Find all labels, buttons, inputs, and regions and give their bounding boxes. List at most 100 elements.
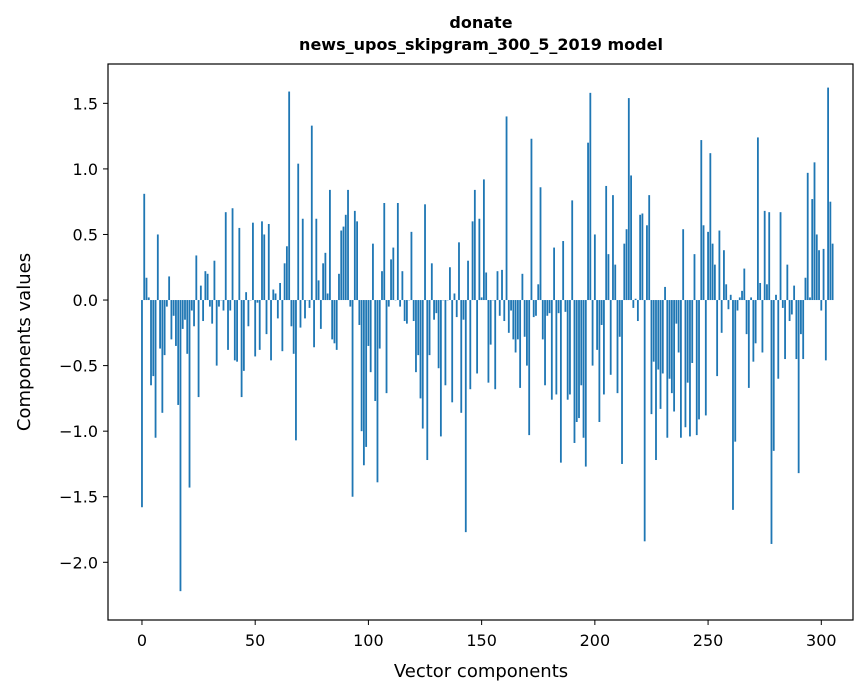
bar-227 (655, 300, 657, 461)
bar-229 (659, 300, 662, 409)
bar-79 (319, 300, 322, 329)
bar-129 (433, 300, 435, 320)
bar-256 (720, 300, 723, 333)
bar-0 (141, 300, 143, 508)
y-tick-label-6: 1.0 (73, 160, 98, 179)
bar-15 (175, 300, 177, 346)
bar-19 (184, 300, 186, 320)
bar-183 (555, 300, 558, 395)
bar-58 (272, 289, 275, 301)
bar-102 (372, 243, 374, 301)
bar-49 (252, 222, 254, 301)
bar-152 (485, 272, 488, 301)
bar-68 (295, 300, 297, 441)
bar-140 (458, 242, 460, 301)
bar-195 (582, 300, 585, 438)
bar-305 (831, 243, 834, 301)
bar-277 (768, 212, 771, 301)
bar-64 (285, 246, 288, 301)
bar-302 (824, 300, 827, 361)
bar-206 (607, 254, 610, 301)
bar-266 (743, 268, 746, 301)
bar-97 (360, 300, 363, 432)
bar-63 (283, 263, 286, 301)
bar-184 (557, 300, 560, 314)
bar-1 (143, 193, 146, 301)
bar-132 (439, 300, 442, 437)
bar-30 (208, 300, 211, 307)
bar-268 (747, 300, 750, 388)
bar-85 (333, 300, 336, 344)
bar-47 (247, 300, 250, 327)
bar-263 (736, 300, 739, 311)
bar-242 (689, 300, 691, 437)
bar-144 (467, 260, 469, 301)
bar-72 (304, 300, 306, 319)
bar-254 (716, 300, 719, 377)
bar-275 (763, 210, 766, 301)
bar-52 (258, 300, 261, 350)
bar-293 (804, 277, 807, 301)
bar-294 (806, 172, 809, 301)
bar-111 (392, 247, 395, 301)
bar-71 (301, 218, 304, 301)
bar-228 (657, 300, 660, 370)
bar-122 (417, 300, 420, 356)
y-tick-label-4: 0.0 (73, 291, 98, 310)
bar-202 (598, 300, 601, 422)
bar-38 (227, 300, 229, 350)
bar-2 (145, 277, 148, 301)
x-tick-label-150: 150 (466, 631, 497, 650)
bar-222 (643, 300, 646, 542)
bar-276 (766, 284, 768, 301)
bar-70 (299, 300, 302, 328)
bar-103 (374, 300, 377, 402)
bar-180 (548, 300, 551, 314)
bar-182 (553, 247, 555, 301)
x-axis-label: Vector components (394, 661, 568, 682)
bar-161 (505, 116, 508, 301)
bar-65 (288, 91, 291, 301)
y-tick-label-3: −0.5 (59, 357, 98, 376)
x-tick-label-250: 250 (693, 631, 724, 650)
bar-9 (161, 300, 164, 413)
bar-216 (630, 175, 632, 301)
bar-114 (399, 300, 402, 307)
bar-226 (652, 300, 655, 362)
bar-66 (290, 300, 293, 327)
bar-23 (193, 300, 195, 327)
bar-24 (195, 255, 198, 301)
bar-14 (172, 300, 175, 316)
bar-162 (507, 300, 510, 333)
bar-28 (204, 271, 207, 301)
bar-53 (261, 221, 263, 301)
bar-80 (322, 263, 325, 301)
bar-81 (324, 252, 327, 301)
bar-303 (827, 87, 829, 301)
bar-245 (695, 300, 698, 436)
bar-21 (188, 300, 191, 488)
bar-131 (437, 300, 440, 369)
bar-264 (738, 297, 741, 301)
bar-299 (818, 250, 820, 301)
bar-236 (675, 300, 678, 324)
bar-218 (634, 298, 637, 301)
bar-95 (356, 221, 358, 301)
bar-82 (326, 293, 329, 301)
bar-61 (279, 282, 281, 301)
bar-74 (308, 300, 311, 308)
bar-151 (482, 179, 485, 301)
bar-192 (575, 300, 578, 422)
bar-116 (403, 300, 406, 322)
bar-139 (455, 300, 458, 318)
bar-37 (224, 212, 227, 301)
bar-16 (177, 300, 180, 405)
bar-57 (270, 300, 272, 361)
bar-96 (358, 300, 361, 325)
chart-subtitle: news_upos_skipgram_300_5_2019 model (299, 35, 663, 54)
y-tick-label-5: 0.5 (73, 225, 98, 244)
bar-165 (514, 300, 517, 353)
bar-12 (168, 276, 171, 301)
bar-285 (786, 264, 789, 301)
bar-292 (802, 300, 805, 360)
